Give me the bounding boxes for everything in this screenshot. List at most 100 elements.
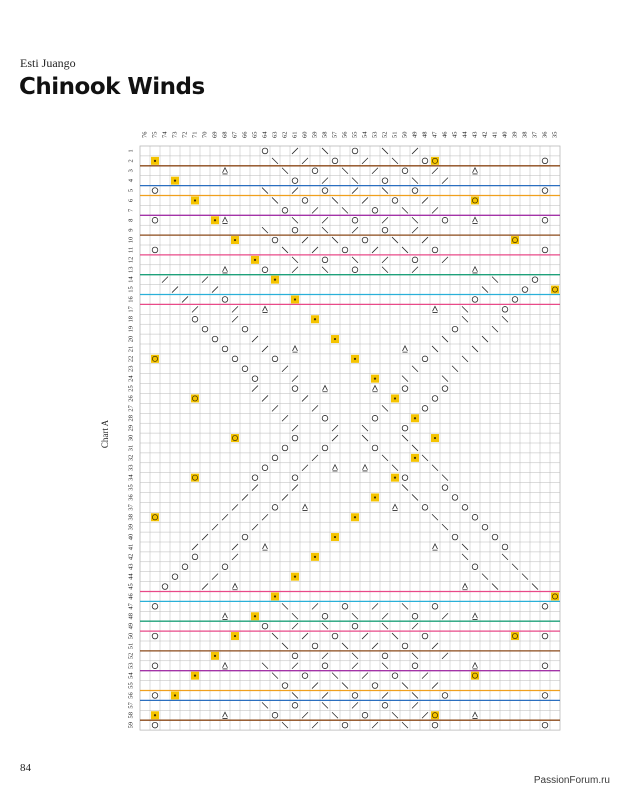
yarn-over-circle [541, 157, 549, 165]
smiley-bead-square [551, 592, 559, 601]
column-number: 49 [411, 132, 418, 139]
yarn-over-circle [351, 266, 359, 273]
ssk-backslash [361, 424, 369, 432]
k2tog-slash [411, 147, 419, 155]
smiley-bead-square [151, 513, 159, 522]
ssk-backslash [261, 702, 269, 709]
k2tog-slash [231, 306, 239, 313]
bead-dot [213, 219, 217, 222]
k2tog-slash [311, 682, 319, 689]
yarn-over-circle [321, 256, 329, 264]
ssk-backslash [291, 692, 299, 699]
column-number: 36 [541, 131, 548, 138]
ssk-backslash [351, 612, 359, 620]
yarn-over-circle [541, 662, 549, 669]
k2tog-slash [411, 702, 419, 709]
k2tog-slash [191, 306, 199, 313]
ssk-backslash [271, 632, 279, 640]
yarn-over-circle [511, 296, 519, 303]
k2tog-slash [421, 197, 429, 204]
column-number: 61 [291, 132, 298, 139]
k2tog-slash [371, 721, 379, 729]
row-number: 44 [127, 573, 134, 580]
row-number: 30 [127, 435, 134, 442]
centered-double-decrease [472, 216, 478, 224]
yarn-over-circle [421, 355, 429, 363]
ssk-backslash [421, 454, 429, 462]
k2tog-slash [301, 236, 309, 244]
smiley-bead-face [552, 593, 558, 600]
k2tog-slash [381, 256, 389, 264]
row-number: 54 [127, 672, 134, 679]
smiley-bead-square [471, 671, 479, 680]
ssk-backslash [341, 207, 349, 214]
ssk-backslash [531, 583, 539, 590]
yarn-over-circle [281, 682, 289, 689]
ssk-backslash [281, 246, 289, 254]
k2tog-slash [261, 345, 269, 353]
ssk-backslash [491, 276, 499, 283]
yarn-over-circle [541, 603, 549, 610]
row-number: 3 [127, 169, 134, 172]
k2tog-slash [251, 523, 259, 531]
k2tog-slash [411, 226, 419, 234]
k2tog-slash [201, 583, 209, 590]
smiley-bead-face [152, 514, 158, 521]
bead-dot [273, 595, 277, 598]
yarn-over-circle [351, 217, 359, 224]
ssk-backslash [291, 612, 299, 620]
column-number: 52 [381, 132, 388, 139]
row-number: 2 [127, 159, 134, 162]
ssk-backslash [331, 672, 339, 679]
k2tog-slash [221, 513, 229, 521]
k2tog-slash [191, 543, 199, 551]
yarn-over-circle [471, 296, 479, 303]
ssk-backslash [481, 573, 489, 580]
ssk-backslash [411, 444, 419, 452]
row-number: 32 [127, 455, 134, 462]
k2tog-slash [231, 553, 239, 561]
yarn-over-circle [541, 246, 549, 254]
k2tog-slash [231, 315, 239, 323]
row-number: 10 [127, 237, 134, 244]
yarn-over-circle [431, 246, 439, 254]
centered-double-decrease [432, 543, 438, 551]
row-number: 4 [127, 178, 134, 182]
yarn-over-circle [181, 563, 189, 570]
k2tog-slash [371, 167, 379, 175]
ssk-backslash [431, 464, 439, 472]
yarn-over-circle [221, 296, 229, 303]
ssk-backslash [411, 692, 419, 699]
k2tog-slash [361, 632, 369, 640]
yarn-over-circle [151, 246, 159, 254]
smiley-bead-face [192, 395, 198, 402]
k2tog-slash [411, 622, 419, 630]
chart-grid [139, 145, 561, 731]
bead-dot [193, 674, 197, 677]
k2tog-slash [411, 266, 419, 274]
row-number: 49 [127, 623, 134, 630]
chart-symbols [151, 147, 549, 729]
yarn-over-circle [351, 147, 359, 155]
ssk-backslash [441, 523, 449, 531]
ssk-backslash [431, 513, 439, 521]
k2tog-slash [201, 533, 209, 541]
row-number: 51 [127, 643, 134, 650]
k2tog-slash [291, 662, 299, 670]
centered-double-decrease [372, 384, 378, 393]
bead-dot [153, 714, 157, 717]
row-number: 25 [127, 385, 134, 392]
yarn-over-circle [461, 504, 469, 511]
centered-double-decrease [362, 463, 368, 472]
row-number: 42 [127, 554, 134, 561]
k2tog-slash [381, 692, 389, 699]
row-number: 19 [127, 326, 134, 333]
ssk-backslash [481, 286, 489, 293]
k2tog-slash [431, 167, 439, 175]
column-number: 45 [451, 132, 458, 139]
smiley-bead-square [231, 434, 239, 443]
row-number: 33 [127, 465, 134, 472]
k2tog-slash [251, 385, 259, 392]
ssk-backslash [511, 563, 519, 571]
ssk-backslash [441, 474, 449, 481]
